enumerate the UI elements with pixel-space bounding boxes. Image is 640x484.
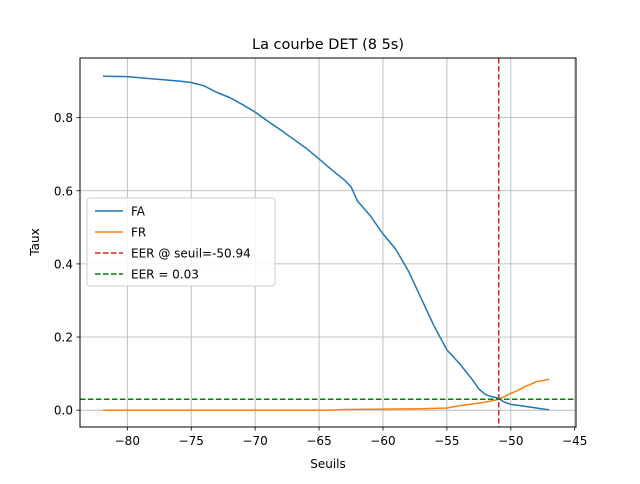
- series-line-fr: [103, 378, 550, 411]
- y-tick-label: 0.8: [54, 111, 73, 125]
- legend-box: [86, 197, 276, 287]
- x-tick-label: −65: [306, 434, 331, 448]
- plot-lines: [80, 58, 576, 427]
- series-line-fa: [102, 75, 550, 411]
- legend-label: FA: [131, 205, 146, 219]
- axis-ticks: −80 −75 −70 −65 −60 −55 −50 −45 0.0 0.2 0.4 0.6 0.8: [54, 111, 587, 448]
- x-tick-label: −50: [498, 434, 523, 448]
- x-tick-label: −75: [179, 434, 204, 448]
- chart-title: La courbe DET (8 5s): [252, 37, 404, 53]
- plot-frame: [79, 57, 577, 428]
- legend: FA FR EER @ seuil=-50.94 EER = 0.03: [86, 197, 276, 287]
- x-tick-label: −55: [434, 434, 459, 448]
- x-axis-label: Seuils: [310, 457, 346, 471]
- legend-label: EER = 0.03: [131, 268, 199, 282]
- y-axis-label: Taux: [28, 228, 42, 256]
- legend-label: FR: [131, 226, 146, 240]
- y-tick-label: 0.2: [54, 331, 73, 345]
- x-tick-label: −80: [115, 434, 140, 448]
- x-tick-label: −60: [370, 434, 395, 448]
- y-tick-label: 0.6: [54, 184, 73, 198]
- y-tick-label: 0.0: [54, 404, 73, 418]
- x-tick-label: −70: [242, 434, 267, 448]
- x-tick-label: −45: [562, 434, 587, 448]
- y-tick-label: 0.4: [54, 257, 73, 271]
- legend-label: EER @ seuil=-50.94: [131, 247, 251, 261]
